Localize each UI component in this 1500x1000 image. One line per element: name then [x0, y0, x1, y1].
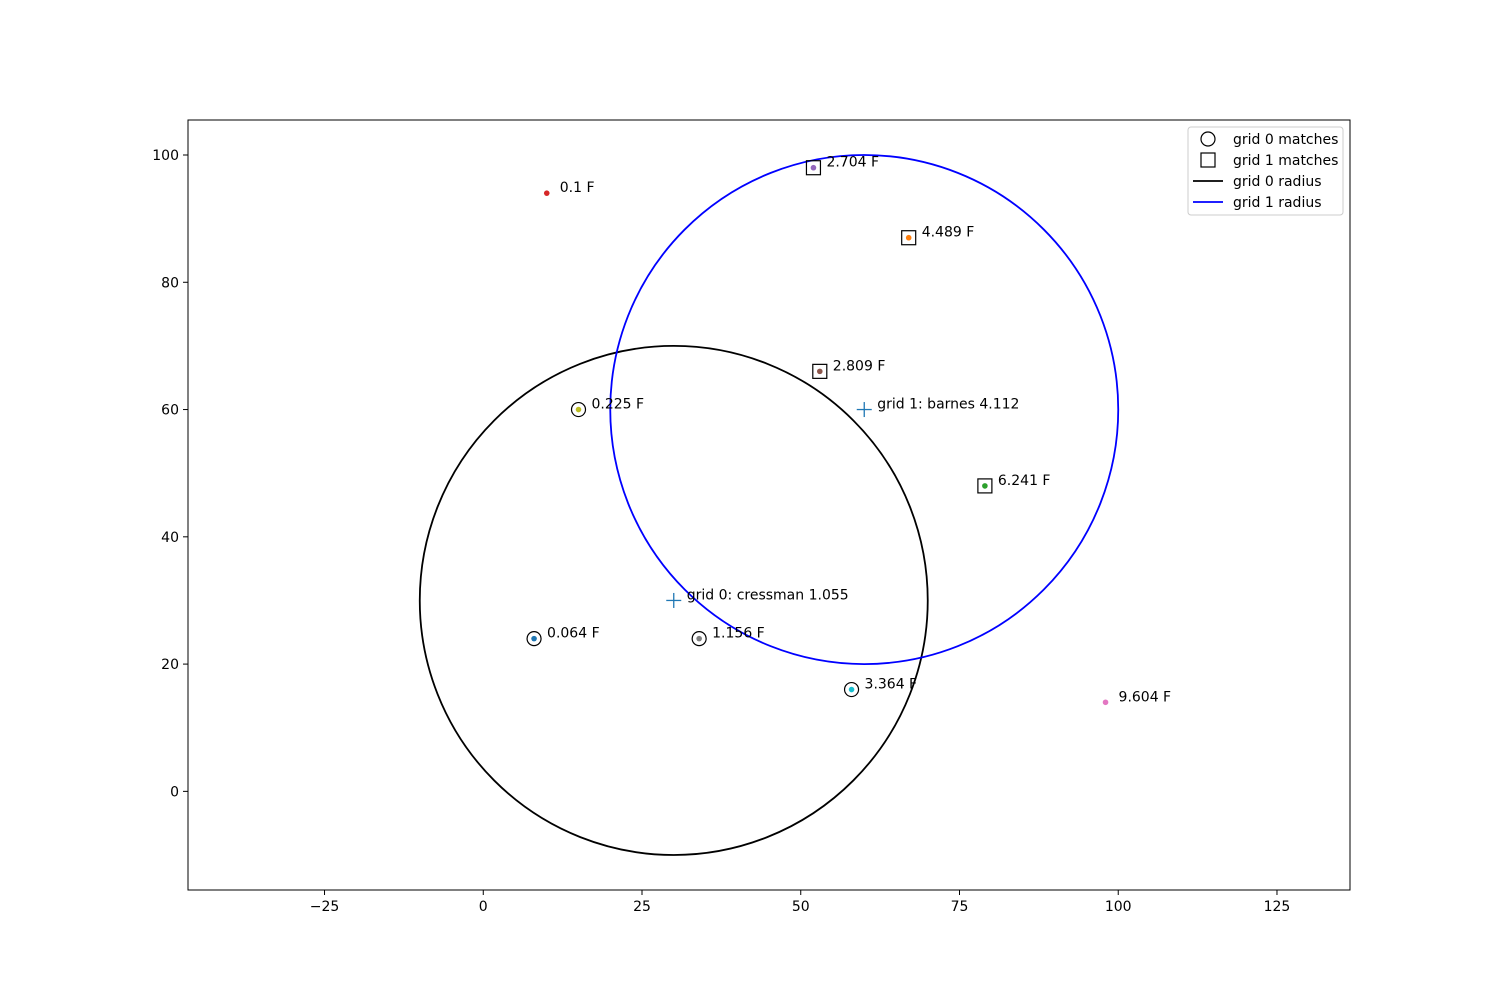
data-point-label: 0.1 F — [560, 180, 595, 196]
x-tick-label: 0 — [479, 899, 488, 915]
data-point — [982, 483, 988, 489]
y-tick-label: 20 — [161, 657, 179, 673]
legend-circle-marker — [1200, 131, 1216, 147]
grid-point-label: grid 0: cressman 1.055 — [687, 587, 849, 603]
y-tick-label: 80 — [161, 275, 179, 291]
x-tick-label: −25 — [310, 899, 340, 915]
x-tick-label: 125 — [1264, 899, 1291, 915]
data-point-label: 2.704 F — [826, 155, 879, 171]
legend-label: grid 1 matches — [1233, 153, 1338, 169]
grid1-match-marker — [812, 363, 828, 379]
grid0-match-marker — [843, 681, 860, 698]
data-point-label: 4.489 F — [922, 225, 975, 241]
data-point — [810, 164, 817, 171]
radius-circles — [418, 154, 1120, 856]
observation-points: 0.064 F 4.489 F 6.241 F 0.1 F 2.704 F 2.809 F… — [526, 155, 1172, 706]
x-tick-label: 100 — [1105, 899, 1132, 915]
data-point-label: 1.156 F — [712, 626, 765, 642]
x-tick-label: 25 — [633, 899, 651, 915]
grid1-match-marker — [805, 160, 822, 176]
data-point-label: 2.809 F — [833, 358, 886, 374]
x-tick-label: 50 — [792, 899, 810, 915]
radius-circle-grid-1 — [609, 154, 1120, 665]
axes: −25 0 25 50 75 100 125 0 20 40 60 80 100 — [152, 119, 1351, 915]
grid1-match-marker — [901, 230, 917, 246]
data-point — [543, 190, 550, 196]
data-point-label: 9.604 F — [1119, 689, 1172, 705]
grid0-match-marker — [570, 401, 587, 418]
data-point — [575, 406, 582, 413]
data-point — [696, 635, 702, 642]
y-tick-label: 40 — [161, 530, 179, 546]
data-point-label: 0.064 F — [547, 626, 600, 642]
data-point — [531, 635, 537, 642]
data-point — [816, 368, 823, 375]
data-point-label: 6.241 F — [998, 473, 1051, 489]
legend-label: grid 0 radius — [1233, 174, 1322, 190]
legend-label: grid 0 matches — [1233, 132, 1338, 148]
radius-circle-grid-0 — [418, 345, 929, 856]
plot-frame — [187, 119, 1351, 891]
y-tick-label: 0 — [170, 784, 179, 800]
grid0-match-marker — [526, 631, 542, 647]
y-tick-label: 60 — [161, 403, 179, 419]
grid0-match-marker — [691, 631, 707, 647]
x-tick-label: 75 — [951, 899, 969, 915]
legend-box — [1187, 126, 1344, 216]
legend: grid 0 matches grid 1 matches grid 0 radiu… — [1187, 126, 1344, 216]
legend-square-marker — [1200, 152, 1216, 168]
data-point-label: 0.225 F — [592, 397, 645, 413]
y-tick-label: 100 — [152, 148, 179, 164]
grid-point-label: grid 1: barnes 4.112 — [877, 397, 1019, 413]
grid-points: grid 0: cressman 1.055 grid 1: barnes 4.1… — [666, 397, 1019, 608]
grid1-match-marker — [977, 478, 993, 494]
data-point — [848, 686, 855, 693]
data-point-label: 3.364 F — [865, 677, 918, 693]
legend-label: grid 1 radius — [1233, 195, 1322, 211]
data-point — [1102, 699, 1109, 706]
data-point — [905, 234, 912, 241]
